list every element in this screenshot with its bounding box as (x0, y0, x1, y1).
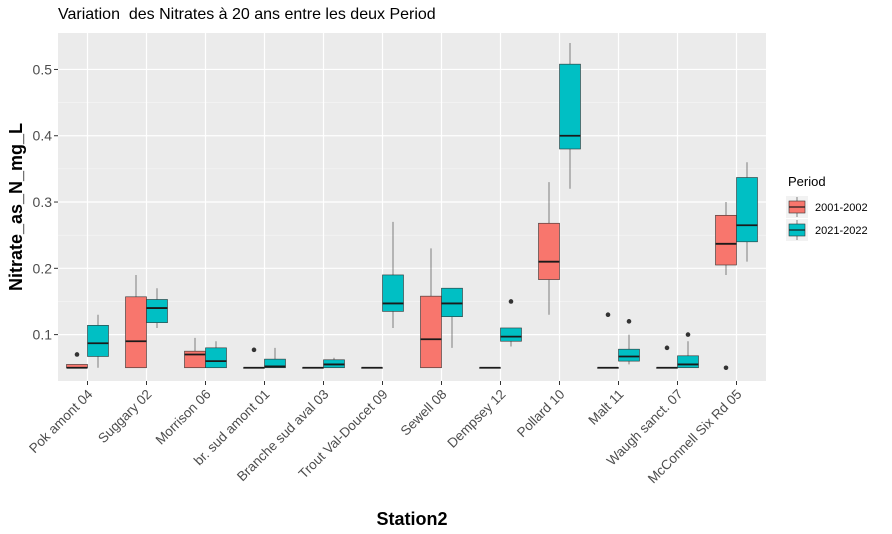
box-2021-2022 (618, 319, 640, 365)
outlier-point (626, 319, 632, 324)
legend-label: 2021-2022 (815, 225, 868, 237)
box-2001-2002 (125, 274, 147, 369)
chart-title: Variation des Nitrates à 20 ans entre le… (58, 6, 436, 23)
y-tick-label: 0.3 (33, 194, 53, 210)
box-iqr (87, 325, 109, 357)
box-2021-2022 (323, 357, 345, 369)
x-tick-label: Suggary 02 (95, 387, 154, 446)
box-iqr (677, 355, 699, 369)
outlier-point (74, 352, 80, 357)
y-axis-title: Nitrate_as_N_mg_L (6, 123, 26, 291)
x-axis-title: Station2 (376, 509, 447, 529)
box-iqr (618, 348, 640, 362)
box-2001-2002 (66, 352, 88, 369)
box-2001-2002 (479, 366, 501, 369)
plot-panel (58, 33, 766, 381)
box-iqr (736, 177, 758, 243)
x-tick-label: Morrison 06 (153, 387, 214, 448)
outlier-point (508, 299, 514, 304)
box-2001-2002 (715, 202, 737, 371)
outlier-point (723, 365, 729, 371)
box-2001-2002 (420, 248, 442, 369)
x-tick-label: Malt 11 (585, 387, 626, 428)
box-iqr (500, 327, 522, 342)
outlier-point (251, 347, 257, 353)
outlier-point (664, 345, 670, 351)
box-2021-2022 (559, 42, 581, 189)
legend: Period 2001-2002 2021-2022 (786, 174, 868, 241)
legend-label: 2001-2002 (815, 202, 868, 214)
outlier-point (605, 312, 611, 318)
y-tick-label: 0.5 (33, 61, 53, 77)
box-2001-2002 (243, 347, 265, 369)
x-tick-label: Pollard 10 (514, 387, 568, 441)
box-iqr (264, 358, 286, 369)
box-2001-2002 (184, 337, 206, 369)
y-tick-label: 0.4 (33, 128, 53, 144)
box-iqr (559, 63, 581, 150)
x-tick-label: Sewell 08 (398, 387, 450, 439)
x-tick-label: Dempsey 12 (444, 387, 508, 451)
box-iqr (146, 299, 168, 323)
y-axis-ticks: 0.1 0.2 0.3 0.4 0.5 (33, 61, 58, 343)
box-2021-2022 (736, 162, 758, 262)
box-2001-2002 (302, 366, 324, 369)
box-2021-2022 (87, 314, 109, 368)
box-2021-2022 (677, 332, 699, 369)
box-2021-2022 (264, 347, 286, 369)
box-iqr (715, 214, 737, 266)
legend-title: Period (788, 174, 826, 189)
box-2001-2002 (361, 366, 383, 369)
box-iqr (420, 295, 442, 369)
box-2021-2022 (500, 299, 522, 347)
box-2021-2022 (382, 221, 404, 328)
y-tick-label: 0.1 (33, 327, 53, 343)
box-iqr (382, 274, 404, 312)
boxes (66, 42, 758, 371)
box-2021-2022 (441, 287, 463, 348)
y-tick-label: 0.2 (33, 260, 53, 276)
box-2001-2002 (597, 312, 619, 369)
box-iqr (538, 222, 560, 280)
x-tick-label: Pok amont 04 (26, 386, 96, 456)
outlier-point (685, 332, 691, 337)
box-iqr (441, 287, 463, 318)
box-2021-2022 (146, 288, 168, 328)
box-2021-2022 (205, 341, 227, 369)
box-iqr (205, 347, 227, 369)
box-iqr (125, 296, 147, 369)
box-2001-2002 (538, 182, 560, 315)
